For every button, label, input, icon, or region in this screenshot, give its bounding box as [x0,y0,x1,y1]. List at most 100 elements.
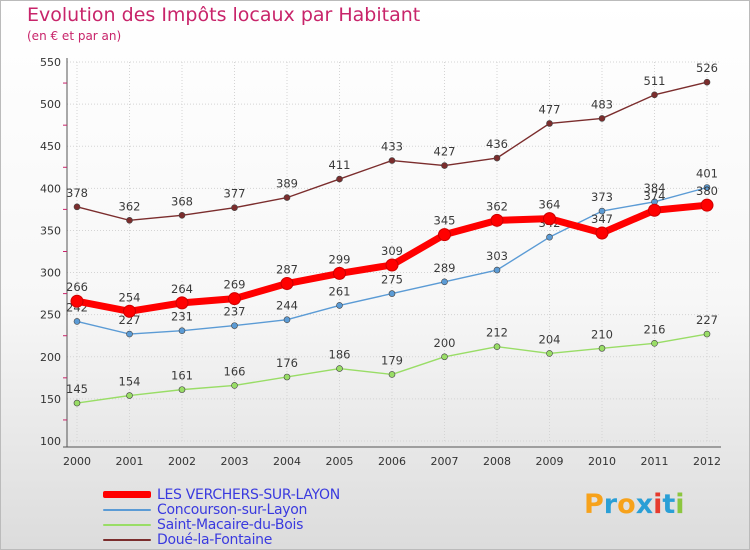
legend-label: Doué-la-Fontaine [157,531,273,548]
data-label: 161 [171,369,193,383]
data-point [493,266,501,274]
legend-label: LES VERCHERS-SUR-LAYON [157,486,340,503]
chart-title: Evolution des Impôts locaux par Habitant [27,4,421,26]
data-label: 210 [591,327,613,341]
data-label: 212 [486,326,508,340]
data-point [598,115,606,122]
legend-item: Concourson-sur-Layon [103,501,340,518]
data-point [336,175,343,183]
data-point [493,154,501,162]
x-tick-label: 2009 [536,455,564,468]
logo-letter: o [617,489,636,520]
data-point [490,213,504,227]
x-tick-label: 2007 [431,455,459,468]
data-point [546,120,553,127]
data-point [441,278,448,286]
data-point [333,266,346,280]
data-point [73,318,81,325]
x-tick-label: 2000 [63,455,91,468]
data-label: 374 [644,189,666,203]
data-label: 401 [696,166,718,180]
data-label: 275 [381,273,403,287]
data-label: 145 [66,382,88,396]
x-tick-label: 2008 [483,455,511,468]
data-point [703,78,711,86]
data-point [73,399,81,407]
chart-legend: LES VERCHERS-SUR-LAYON Concourson-sur-Lay… [103,486,340,548]
data-point [228,292,241,306]
data-point [178,211,186,219]
x-tick-label: 2004 [273,455,301,468]
data-point [178,386,186,393]
data-point [283,316,291,324]
x-tick-label: 2005 [326,455,354,468]
data-label: 261 [329,284,351,298]
y-tick-label: 300 [40,267,61,280]
data-point [231,204,238,212]
y-tick-label: 350 [40,224,61,237]
data-label: 362 [119,199,141,213]
proxiti-logo: Proxiti [584,489,685,520]
data-label: 299 [329,252,351,266]
data-point [493,343,501,350]
data-label: 380 [696,184,718,198]
data-label: 309 [381,244,403,258]
data-point [178,327,186,334]
data-label: 231 [171,310,193,324]
data-point [703,184,711,191]
data-label: 411 [329,158,351,172]
legend-item: Doué-la-Fontaine [103,531,340,548]
data-label: 303 [486,249,508,263]
y-tick-label: 150 [40,393,61,406]
data-label: 368 [171,194,193,208]
data-point [598,207,606,215]
data-label: 227 [696,313,718,327]
y-tick-label: 550 [40,56,61,69]
data-point [598,345,606,352]
data-point [388,157,396,164]
logo-letter: x [635,489,654,520]
data-point [543,212,556,226]
data-point [388,371,396,378]
data-point [336,302,343,309]
x-tick-label: 2011 [641,455,669,468]
x-tick-label: 2001 [116,455,144,468]
y-tick-label: 500 [40,98,61,111]
x-tick-label: 2010 [588,455,616,468]
logo-letter: i [675,489,685,520]
data-point [388,290,396,297]
y-tick-label: 200 [40,351,61,364]
data-point [283,194,291,201]
x-tick-label: 2002 [168,455,196,468]
data-point [336,365,343,372]
y-tick-label: 400 [40,182,61,195]
data-point [231,322,238,329]
legend-item: Saint-Macaire-du-Bois [103,517,340,533]
data-label: 345 [434,214,456,228]
logo-letter: P [584,489,604,520]
data-point [700,198,714,212]
data-label: 436 [486,137,508,151]
data-label: 389 [276,177,298,191]
data-point [73,203,81,211]
data-label: 264 [171,282,193,296]
data-point [126,217,133,224]
data-label: 227 [119,313,141,327]
x-tick-label: 2012 [693,455,721,468]
data-label: 427 [434,145,456,159]
data-label: 378 [66,186,88,200]
legend-swatch [103,508,151,511]
data-point [438,228,451,242]
legend-swatch [103,523,151,526]
data-label: 483 [591,97,613,111]
data-point [648,203,661,217]
data-label: 200 [434,336,456,350]
data-point [595,226,609,240]
data-label: 176 [276,356,298,370]
legend-label: Concourson-sur-Layon [157,501,308,518]
logo-letter: i [653,489,663,520]
data-label: 433 [381,140,403,154]
data-point [546,350,553,357]
data-label: 254 [119,290,141,304]
